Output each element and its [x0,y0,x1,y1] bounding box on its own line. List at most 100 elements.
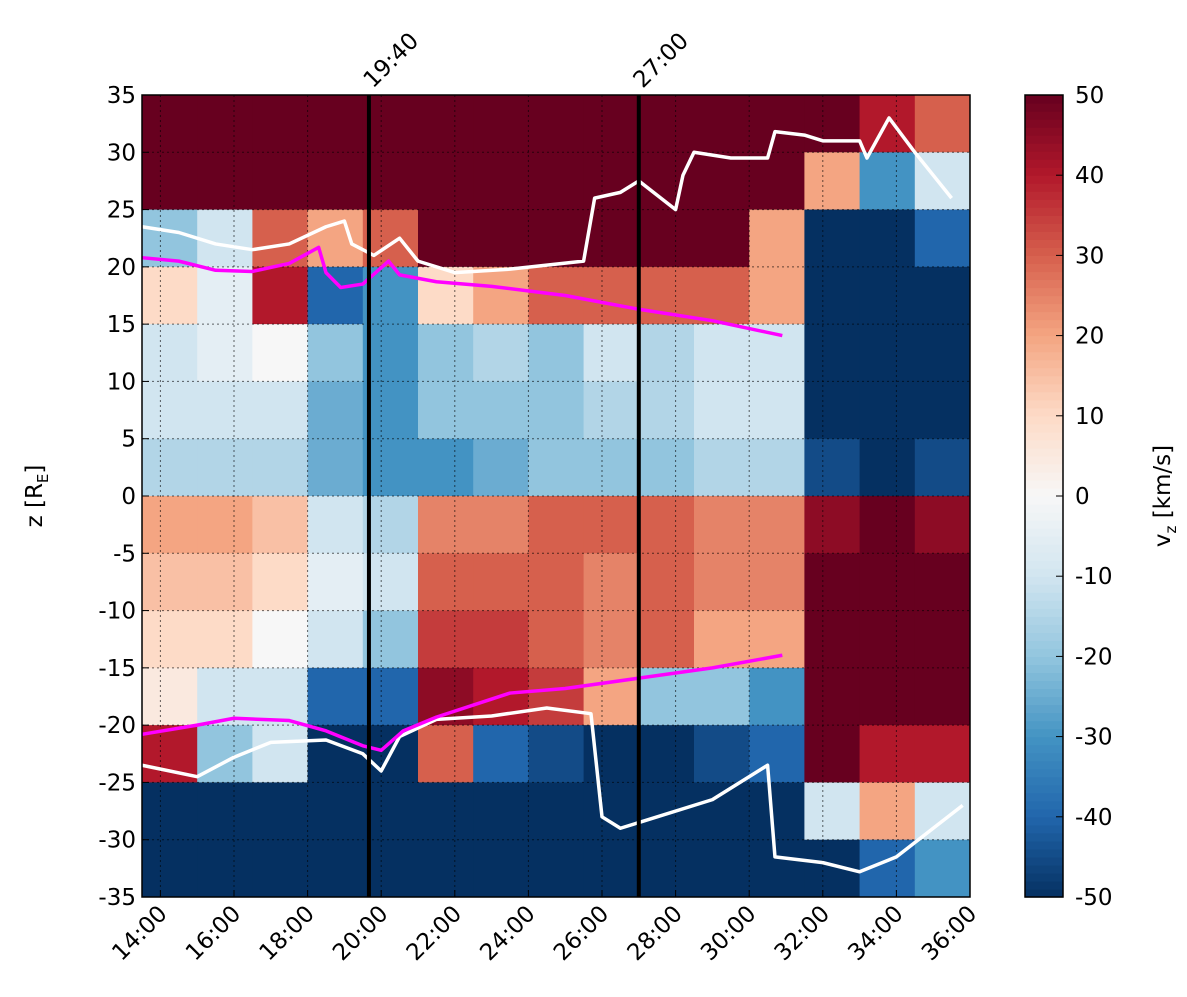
y-axis-label: z [RE] [22,465,52,528]
heatmap-cell [804,782,861,841]
heatmap-cell [694,438,750,497]
heatmap-cell [418,438,474,497]
heatmap-cell [362,209,419,268]
y-tick-label: -20 [98,713,136,739]
heatmap-cell [307,209,364,268]
colorbar-segment [1025,207,1063,216]
heatmap-cell [362,381,419,440]
heatmap-cell [638,324,695,382]
colorbar-tick-label: 20 [1075,324,1104,350]
heatmap-cell [859,725,916,783]
heatmap-cell [197,381,253,440]
colorbar-segment [1025,872,1063,882]
x-tick-label: 18:00 [255,901,320,966]
heatmap-cell [197,839,253,898]
heatmap-cell [473,324,529,382]
colorbar-segment [1025,407,1063,417]
heatmap-cell [307,610,364,669]
heatmap-cell [252,381,309,440]
heatmap-cell [749,839,805,898]
colorbar-segment [1025,656,1063,666]
heatmap-cell [583,553,640,612]
colorbar-segment [1025,303,1063,313]
heatmap-cell [142,553,198,612]
heatmap-cell [694,782,750,841]
heatmap-cell [362,839,419,898]
colorbar-segment [1025,576,1063,585]
colorbar-segment [1025,648,1063,657]
colorbar-segment [1025,760,1063,770]
heatmap-cell [252,496,309,554]
colorbar-segment [1025,183,1063,192]
x-tick-label: 30:00 [696,901,761,966]
colorbar-tick-label: -10 [1075,564,1113,590]
heatmap-cell [528,725,585,783]
colorbar-tick-label: 40 [1075,163,1104,189]
colorbar-segment [1025,143,1063,152]
colorbar-segment [1025,399,1063,409]
colorbar-segment [1025,263,1063,273]
colorbar-segment [1025,191,1063,200]
heatmap-cell [142,324,198,382]
colorbar-segment [1025,624,1063,633]
y-axis-label-part: z [R [22,483,48,527]
colorbar-segment [1025,856,1063,866]
heatmap-cell [197,553,253,612]
colorbar-segment [1025,159,1063,168]
heatmap-cell [418,266,474,325]
heatmap-cell [473,438,529,497]
heatmap-cell [583,152,640,211]
colorbar-segment [1025,824,1063,834]
heatmap-cell [528,324,585,382]
heatmap-cell [749,496,805,554]
colorbar-segment [1025,479,1063,489]
heatmap-cell [473,95,529,153]
heatmap-cell [638,95,695,153]
heatmap-cell [418,839,474,898]
colorbar-segment [1025,447,1063,457]
x-tick-label: 28:00 [623,901,688,966]
colorbar-segment [1025,560,1063,569]
heatmap-cell [142,438,198,497]
x-tick-label: 34:00 [843,901,908,966]
colorbar-tick-label: 50 [1075,83,1104,109]
heatmap-cell [307,95,364,153]
y-tick-label: 0 [121,484,136,510]
heatmap-cell [859,381,916,440]
y-tick-label: -10 [98,599,136,625]
heatmap-cell [252,266,309,325]
heatmap-cell [418,381,474,440]
x-tick-label: 36:00 [917,901,982,966]
colorbar-segment [1025,584,1063,593]
heatmap-cell [197,324,253,382]
colorbar-segment [1025,784,1063,794]
heatmap-cell [914,782,971,841]
heatmap-cell [142,381,198,440]
heatmap-cell [804,553,861,612]
colorbar-segment [1025,632,1063,641]
heatmap-cell [694,209,750,268]
colorbar-segment [1025,103,1063,112]
heatmap-cell [859,438,916,497]
heatmap-cell [418,324,474,382]
heatmap-cell [528,839,585,898]
colorbar-segment [1025,215,1063,224]
heatmap-cell [638,496,695,554]
colorbar-tick-label: -30 [1075,725,1113,751]
x-tick-label: 20:00 [328,901,393,966]
colorbar-segment [1025,528,1063,537]
colorbar-segment [1025,391,1063,401]
heatmap-cell [804,209,861,268]
colorbar-tick-label: 10 [1075,404,1104,430]
heatmap-cell [252,725,309,783]
heatmap-cell [749,725,805,783]
colorbar-segment [1025,423,1063,433]
heatmap-cell [418,95,474,153]
colorbar-segment [1025,175,1063,184]
heatmap-cell [142,95,198,153]
colorbar-segment [1025,311,1063,321]
colorbar-segment [1025,608,1063,617]
top-tick-label: 27:00 [629,28,694,93]
colorbar-segment [1025,880,1063,890]
